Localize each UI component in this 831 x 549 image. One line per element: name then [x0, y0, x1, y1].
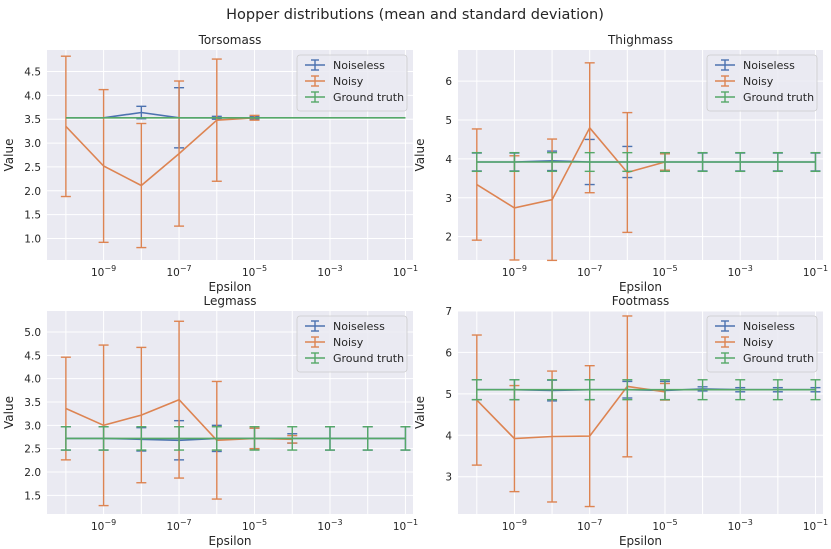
thighmass-ytick-label: 2: [445, 232, 452, 244]
torsomass-ytick-label: 3.0: [24, 138, 41, 150]
footmass-ytick-label: 4: [445, 430, 452, 442]
legmass-legend-ground-truth-label: Ground truth: [333, 352, 404, 365]
torsomass-title: Torsomass: [198, 33, 262, 47]
legmass-xtick-label: 10−1: [393, 518, 418, 533]
torsomass-noisy-line: [65, 117, 255, 187]
footmass-title: Footmass: [612, 294, 669, 308]
legmass-xtick-label: 10−5: [242, 518, 267, 533]
thighmass-ytick-label: 6: [445, 76, 452, 88]
footmass-legend-noiseless-label: Noiseless: [743, 320, 795, 333]
footmass-ytick-label: 5: [445, 389, 452, 401]
torsomass-xtick-label: 10−3: [317, 264, 342, 279]
thighmass-xtick-label: 10−7: [577, 264, 602, 279]
torsomass-xlabel: Epsilon: [208, 280, 251, 294]
thighmass-ytick-label: 5: [445, 115, 452, 127]
torsomass-ytick-label: 1.0: [24, 234, 41, 246]
footmass-xtick-label: 10−1: [803, 518, 828, 533]
thighmass-xlabel: Epsilon: [619, 280, 662, 294]
legmass-title: Legmass: [203, 294, 256, 308]
thighmass-xtick-label: 10−1: [803, 264, 828, 279]
legmass-xtick-label: 10−7: [166, 518, 191, 533]
legmass-legend-noisy-label: Noisy: [333, 336, 364, 349]
legmass-series-ground-truth: [60, 426, 411, 451]
thighmass-legend-noiseless-label: Noiseless: [743, 59, 795, 72]
torsomass-panel: 1.0 1.5 2.0 2.5 3.0 3.5 4.0 4.5 10−9 10−7 10−5 10−3…: [2, 33, 418, 294]
torsomass-ytick-label: 2.0: [24, 186, 41, 198]
torsomass-ytick-label: 4.5: [24, 66, 41, 78]
footmass-ytick-label: 7: [445, 306, 452, 318]
torsomass-xtick-label: 10−7: [166, 264, 191, 279]
legmass-legend: Noiseless Noisy Ground truth: [296, 315, 408, 373]
legmass-xtick-label: 10−9: [91, 518, 116, 533]
torsomass-legend-ground-truth-label: Ground truth: [333, 91, 404, 104]
footmass-panel: 3 4 5 6 7 10−9 10−7 10−5 10−3 10−1 Footmass Epsilon…: [413, 294, 828, 548]
footmass-ytick-label: 6: [445, 347, 452, 359]
legmass-ytick-label: 4.0: [24, 374, 41, 386]
thighmass-noisy-line: [476, 126, 666, 209]
footmass-legend-noisy-label: Noisy: [743, 336, 774, 349]
torsomass-xtick-label: 10−9: [91, 264, 116, 279]
thighmass-panel: 2 3 4 5 6 10−9 10−7 10−5 10−3 10−1 Thighmass Epsilo…: [413, 33, 828, 294]
footmass-xtick-label: 10−7: [577, 518, 602, 533]
torsomass-ytick-label: 1.5: [24, 210, 41, 222]
footmass-legend-ground-truth-label: Ground truth: [743, 352, 814, 365]
thighmass-xtick-label: 10−3: [728, 264, 753, 279]
footmass-ytick-label: 3: [445, 472, 452, 484]
footmass-series-ground-truth: [471, 379, 821, 401]
torsomass-series-noisy: [60, 55, 260, 249]
legmass-ytick-label: 2.5: [24, 444, 41, 456]
thighmass-legend-noisy-label: Noisy: [743, 75, 774, 88]
torsomass-legend-noisy-label: Noisy: [333, 75, 364, 88]
legmass-ytick-label: 5.0: [24, 327, 41, 339]
footmass-legend: Noiseless Noisy Ground truth: [706, 315, 818, 373]
footmass-xtick-label: 10−3: [728, 518, 753, 533]
footmass-xtick-label: 10−9: [502, 518, 527, 533]
legmass-xlabel: Epsilon: [208, 534, 251, 548]
torsomass-legend: Noiseless Noisy Ground truth: [296, 54, 408, 112]
torsomass-ylabel: Value: [2, 139, 16, 172]
thighmass-ylabel: Value: [413, 139, 427, 172]
legmass-ylabel: Value: [2, 396, 16, 429]
thighmass-series-ground-truth: [471, 151, 821, 173]
footmass-xtick-label: 10−5: [652, 518, 677, 533]
legmass-panel: 1.5 2.0 2.5 3.0 3.5 4.0 4.5 5.0 10−9 10−7 10−5 10−3…: [2, 294, 418, 548]
legmass-ytick-label: 3.0: [24, 420, 41, 432]
legmass-legend-noiseless-label: Noiseless: [333, 320, 385, 333]
thighmass-xtick-label: 10−9: [502, 264, 527, 279]
torsomass-ytick-label: 4.0: [24, 90, 41, 102]
legmass-xtick-label: 10−3: [317, 518, 342, 533]
legmass-ytick-label: 1.5: [24, 490, 41, 502]
thighmass-legend: Noiseless Noisy Ground truth: [706, 54, 818, 112]
thighmass-ytick-label: 4: [445, 154, 452, 166]
thighmass-xtick-label: 10−5: [652, 264, 677, 279]
torsomass-xtick-label: 10−1: [393, 264, 418, 279]
legmass-ytick-label: 4.5: [24, 350, 41, 362]
torsomass-ytick-label: 3.5: [24, 114, 41, 126]
thighmass-title: Thighmass: [607, 33, 673, 47]
torsomass-ytick-label: 2.5: [24, 162, 41, 174]
legmass-ytick-label: 2.0: [24, 467, 41, 479]
figure-title: Hopper distributions (mean and standard …: [226, 7, 604, 23]
footmass-xlabel: Epsilon: [619, 534, 662, 548]
thighmass-legend-ground-truth-label: Ground truth: [743, 91, 814, 104]
torsomass-xtick-label: 10−5: [242, 264, 267, 279]
torsomass-legend-noiseless-label: Noiseless: [333, 59, 385, 72]
legmass-ytick-label: 3.5: [24, 397, 41, 409]
footmass-noisy-line: [476, 385, 666, 440]
thighmass-ytick-label: 3: [445, 193, 452, 205]
footmass-ylabel: Value: [413, 396, 427, 429]
